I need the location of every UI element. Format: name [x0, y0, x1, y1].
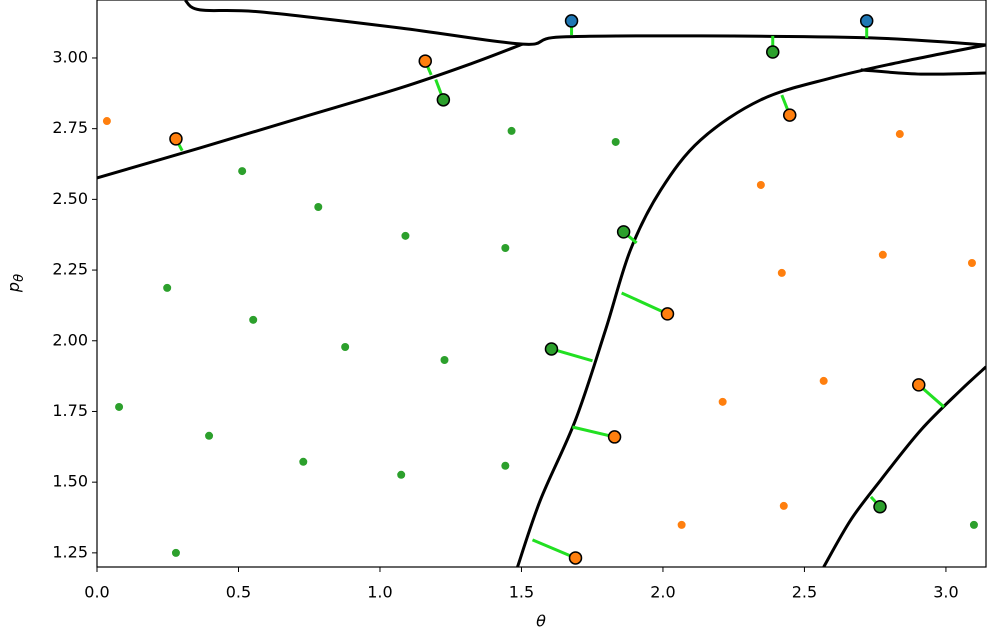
point [401, 231, 410, 240]
decision-boundary [97, 42, 524, 180]
point [501, 461, 510, 470]
x-tick-label: 1.0 [367, 583, 392, 602]
plot-area [97, 0, 986, 567]
y-tick-label: 1.50 [52, 472, 88, 491]
point [895, 130, 904, 139]
projection-segment [572, 425, 615, 439]
y-tick-label: 2.25 [52, 260, 88, 279]
y-tick-label: 1.75 [52, 401, 88, 420]
y-tick-label: 2.00 [52, 330, 88, 349]
point [249, 315, 258, 324]
highlighted-point [607, 430, 622, 444]
point [878, 250, 887, 259]
y-tick-label: 2.75 [52, 118, 88, 137]
x-tick-label: 2.0 [650, 583, 675, 602]
highlighted-point [568, 551, 583, 565]
decision-boundary [183, 0, 986, 47]
x-tick-label: 0.0 [84, 583, 109, 602]
point [501, 244, 510, 253]
x-tick-label: 0.5 [226, 583, 251, 602]
point [314, 203, 323, 212]
decision-boundary [860, 68, 986, 76]
point [238, 167, 247, 176]
highlighted-point [912, 378, 926, 392]
axes-frame [96, 0, 987, 568]
point [341, 342, 350, 351]
point [205, 431, 214, 440]
y-axis-label: pθ [4, 274, 27, 293]
highlighted-point [660, 307, 675, 321]
point [777, 268, 786, 277]
point [718, 397, 727, 406]
point [756, 180, 765, 189]
highlighted-point [564, 14, 579, 28]
highlighted-point [169, 132, 183, 146]
highlighted-point [782, 108, 797, 122]
point [507, 126, 516, 135]
x-tick-label: 2.5 [792, 583, 817, 602]
point [102, 117, 111, 126]
point [171, 548, 180, 557]
point [969, 520, 978, 529]
decision-boundary [516, 43, 986, 567]
y-tick-label: 1.25 [52, 542, 88, 561]
point [299, 457, 308, 466]
x-axis-label: θ [536, 612, 546, 631]
decision-boundary [822, 365, 986, 567]
highlighted-point [873, 500, 887, 514]
point [967, 258, 976, 267]
highlighted-point [418, 54, 433, 68]
y-axis-label-base: p [4, 282, 23, 293]
point [819, 376, 828, 385]
projection-segment [551, 347, 593, 363]
x-tick-label: 1.5 [509, 583, 534, 602]
y-tick-label: 3.00 [52, 47, 88, 66]
x-tick-label: 3.0 [933, 583, 958, 602]
point [397, 470, 406, 479]
point [779, 501, 788, 510]
projection-segment [621, 291, 669, 316]
y-tick-label: 2.50 [52, 189, 88, 208]
point [677, 520, 686, 529]
highlighted-point [616, 225, 631, 239]
projection-segment [531, 538, 577, 560]
highlighted-point [765, 45, 780, 59]
y-axis-label-subscript: θ [12, 274, 27, 282]
point [163, 283, 172, 292]
point [440, 355, 449, 364]
point [115, 402, 124, 411]
point [611, 137, 620, 146]
highlighted-point [436, 93, 451, 107]
highlighted-point [544, 342, 559, 356]
highlighted-point [859, 14, 874, 28]
